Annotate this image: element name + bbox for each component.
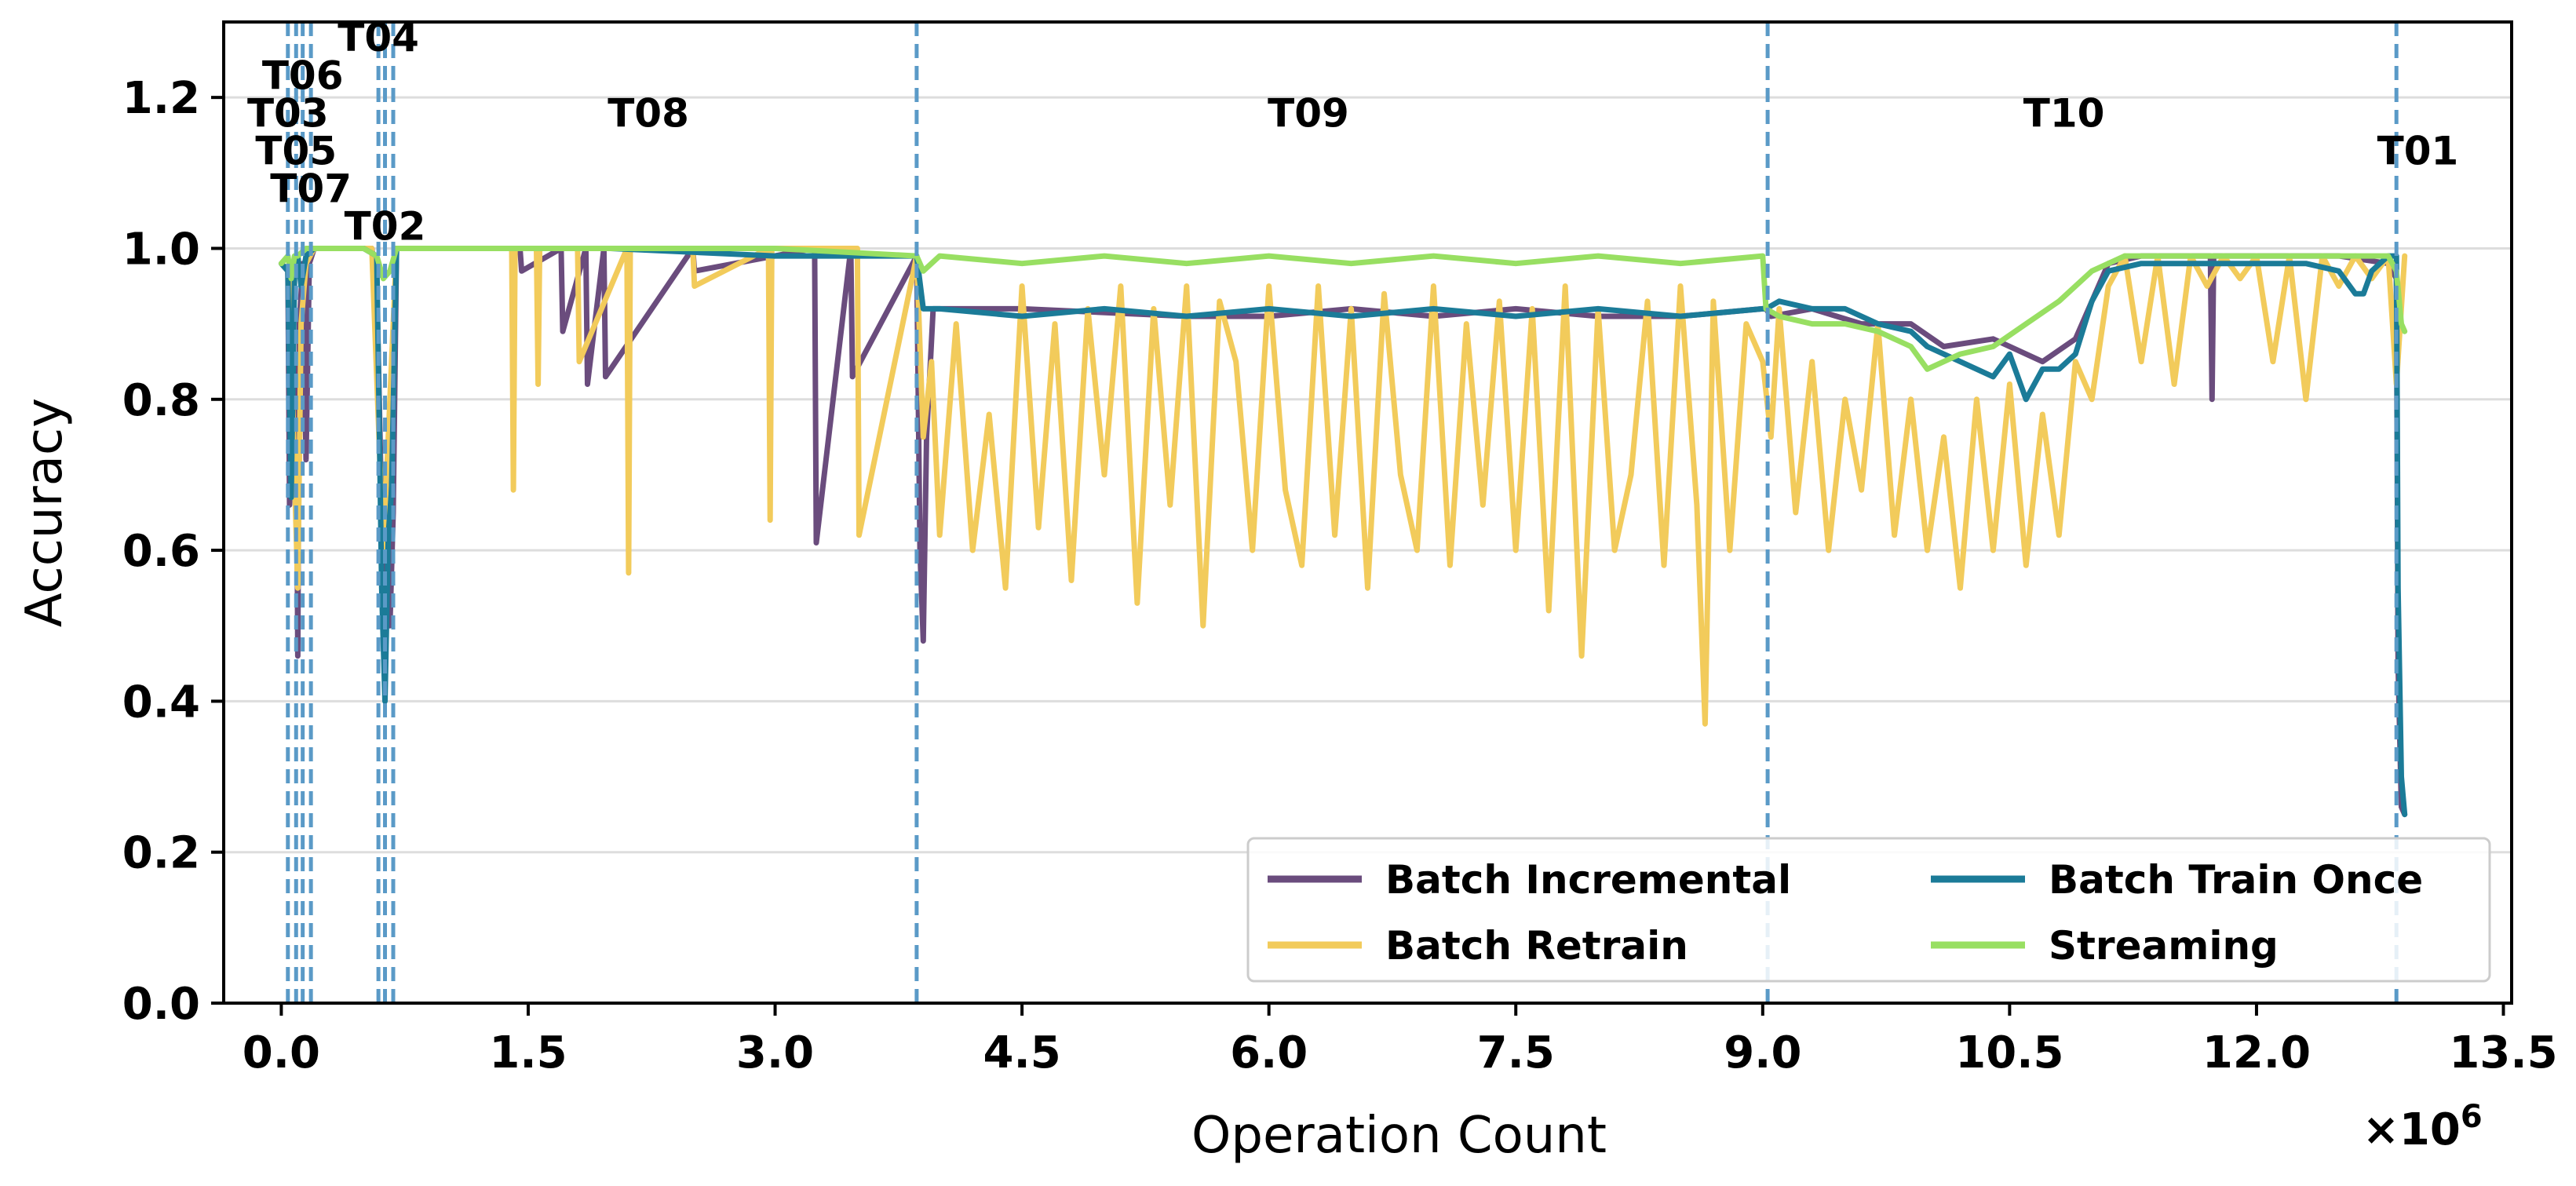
x-tick-label: 3.0 <box>736 1027 814 1078</box>
x-tick-label: 12.0 <box>2202 1027 2311 1078</box>
legend-box <box>1246 837 2491 983</box>
legend-label: Batch Retrain <box>1385 923 1688 969</box>
legend-label: Streaming <box>2049 923 2279 969</box>
axis-ticks: 0.0 1.5 3.0 4.5 6.0 7.5 9.0 10.5 12.0 13.5 0.0 0.2 0… <box>122 73 2558 1078</box>
y-tick-label: 0.6 <box>122 526 200 577</box>
task-label-t08: T08 <box>608 90 689 136</box>
legend-items: Batch Incremental Batch Retrain Batch Trai… <box>1268 857 2423 969</box>
y-axis-title: Accuracy <box>16 398 74 627</box>
task-label-t03: T03 <box>247 90 329 136</box>
task-label-t04: T04 <box>338 15 419 60</box>
y-tick-label: 0.0 <box>122 979 200 1030</box>
x-axis-title: Operation Count <box>1191 1107 1607 1165</box>
series-line-batch-retrain <box>278 246 2408 727</box>
task-label-t10: T10 <box>2023 90 2105 136</box>
y-tick-label: 1.0 <box>122 224 200 275</box>
task-label-t05: T05 <box>255 128 337 173</box>
y-tick-label: 0.8 <box>122 375 200 426</box>
legend: Batch Incremental Batch Retrain Batch Trai… <box>1246 837 2491 983</box>
x-tick-label: 4.5 <box>983 1027 1061 1078</box>
x-axis-multiplier: ×106 <box>2363 1099 2483 1155</box>
x-multiplier-base: ×10 <box>2363 1104 2461 1155</box>
task-label-t06: T06 <box>262 53 344 98</box>
legend-label: Batch Train Once <box>2049 857 2423 903</box>
plot-frame <box>222 20 2513 1005</box>
x-multiplier-exponent: 6 <box>2461 1099 2483 1135</box>
task-label-t07: T07 <box>270 166 352 212</box>
series-line-batch-train-once <box>278 246 2408 818</box>
x-tick-label: 6.0 <box>1230 1027 1308 1078</box>
task-label-t02: T02 <box>345 204 426 250</box>
task-label-t09: T09 <box>1268 90 1349 136</box>
x-tick-label: 7.5 <box>1477 1027 1555 1078</box>
series-group <box>278 246 2408 818</box>
x-tick-label: 1.5 <box>489 1027 567 1078</box>
x-tick-label: 9.0 <box>1724 1027 1801 1078</box>
series-line-streaming <box>278 246 2408 372</box>
x-tick-label: 10.5 <box>1955 1027 2063 1078</box>
x-tick-label: 0.0 <box>243 1027 320 1078</box>
x-tick-label: 13.5 <box>2449 1027 2557 1078</box>
y-tick-label: 1.2 <box>122 73 200 124</box>
y-tick-label: 0.2 <box>122 828 200 879</box>
y-tick-label: 0.4 <box>122 677 200 728</box>
task-label-t01: T01 <box>2377 128 2459 173</box>
legend-label: Batch Incremental <box>1385 857 1791 903</box>
